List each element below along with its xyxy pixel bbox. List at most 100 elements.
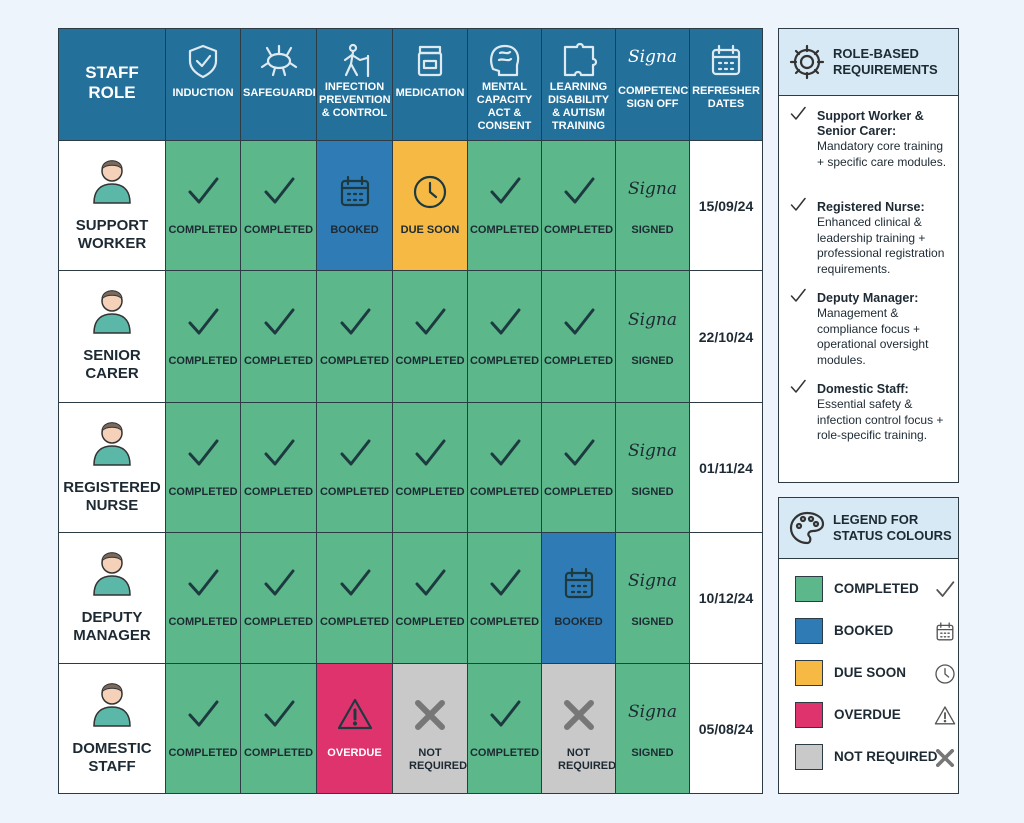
refresher-date: 22/10/24 [698, 328, 754, 345]
header-label: COMPETENCY SIGN OFF [618, 85, 696, 110]
icon [335, 41, 375, 86]
icon [559, 434, 599, 479]
icon-part [490, 177, 520, 203]
status-label: COMPLETED [168, 746, 238, 759]
icon-part [490, 569, 520, 596]
icon-part [936, 581, 955, 597]
icon-part [101, 160, 123, 171]
icon-part [415, 308, 446, 334]
status-cell: NOT REQUIRED [392, 663, 468, 794]
icon-part [413, 175, 447, 208]
icon-part [188, 700, 219, 726]
refresher-date: 05/08/24 [698, 720, 754, 737]
icon-part [264, 177, 294, 203]
role-cell: SUPPORT WORKER [58, 140, 166, 271]
icon-part [337, 698, 372, 729]
icon-part [188, 177, 219, 203]
icon-part [789, 511, 825, 545]
icon-part [934, 706, 956, 725]
icon-part [417, 51, 443, 77]
icon-part [563, 42, 597, 77]
header-cell: SAFEGUARDING [240, 28, 332, 141]
avatar [90, 285, 134, 340]
signature: Signa [627, 571, 678, 591]
status-cell: NOT REQUIRED [541, 663, 616, 794]
avatar [90, 155, 134, 210]
icon-part [415, 699, 445, 730]
refresher-date: 01/11/24 [699, 459, 753, 476]
icon-part [101, 422, 123, 433]
status-cell: COMPLETED [165, 663, 241, 794]
requirement-role: Registered Nurse: [817, 200, 925, 214]
icon-part [564, 177, 594, 203]
icon [410, 41, 450, 86]
icon-part [935, 664, 955, 684]
icon [559, 564, 599, 609]
status-label: COMPLETED [319, 354, 390, 367]
role-label: SENIOR CARER [83, 347, 141, 382]
icon-part [337, 698, 372, 729]
status-label: COMPLETED [243, 223, 314, 236]
status-cell: COMPLETED [467, 532, 542, 664]
icon-part [340, 569, 370, 596]
icon-part [812, 520, 820, 528]
icon-part [415, 439, 446, 465]
icon-part [93, 575, 131, 596]
status-label: COMPLETED [243, 746, 314, 759]
icon [788, 104, 808, 127]
header-label: STAFF ROLE [85, 63, 139, 102]
icon-part [346, 192, 363, 201]
status-cell: COMPLETED [316, 532, 393, 664]
icon-part [490, 569, 520, 596]
icon-part [188, 308, 219, 334]
status-cell: COMPLETED [467, 402, 542, 533]
icon [259, 172, 299, 217]
status-label: COMPLETED [243, 354, 314, 367]
status-label: COMPLETED [319, 485, 390, 498]
header-cell: STAFF ROLE [58, 28, 166, 141]
icon [559, 303, 599, 348]
icon [183, 434, 223, 479]
requirement-text: Mandatory core training + specific care … [817, 139, 947, 169]
legend-label: NOT REQUIRED [834, 749, 938, 764]
header-label: REFRESHER DATES [692, 85, 760, 110]
status-label: COMPLETED [543, 485, 614, 498]
icon [410, 172, 450, 217]
icon-part [93, 290, 131, 334]
legend-label: COMPLETED [834, 581, 919, 596]
icon-part [264, 569, 294, 596]
status-cell: COMPLETED [240, 663, 317, 794]
role-cell: REGISTERED NURSE [58, 402, 166, 533]
status-label: SIGNED [631, 746, 674, 759]
icon [183, 564, 223, 609]
icon-part [101, 290, 123, 301]
status-cell: COMPLETED [392, 402, 468, 533]
icon-part [343, 50, 368, 77]
icon-part [793, 48, 821, 76]
icon [259, 303, 299, 348]
requirement-role: Support Worker & Senior Carer: [817, 109, 924, 138]
icon-part [563, 699, 594, 730]
legend-swatch [795, 744, 823, 770]
icon-part [340, 439, 370, 465]
icon-part [490, 439, 520, 465]
icon [788, 286, 808, 309]
icon-part [564, 571, 593, 599]
icon-part [266, 52, 291, 70]
icon [559, 172, 599, 217]
icon-part [790, 197, 806, 211]
avatar [90, 678, 134, 733]
status-cell: COMPLETED [467, 663, 542, 794]
role-label: DOMESTIC STAFF [72, 740, 152, 775]
icon-part [417, 45, 443, 77]
icon-part [188, 177, 219, 203]
icon-part [570, 584, 587, 594]
icon-part [717, 61, 735, 71]
icon-part [790, 106, 806, 120]
status-label: COMPLETED [395, 354, 465, 367]
status-cell: OVERDUE [316, 663, 393, 794]
status-label: COMPLETED [469, 616, 540, 628]
icon [559, 695, 599, 740]
legend-panel: LEGEND FOR STATUS COLOURS COMPLETED BOOKED… [778, 497, 959, 794]
icon-part [489, 44, 519, 77]
